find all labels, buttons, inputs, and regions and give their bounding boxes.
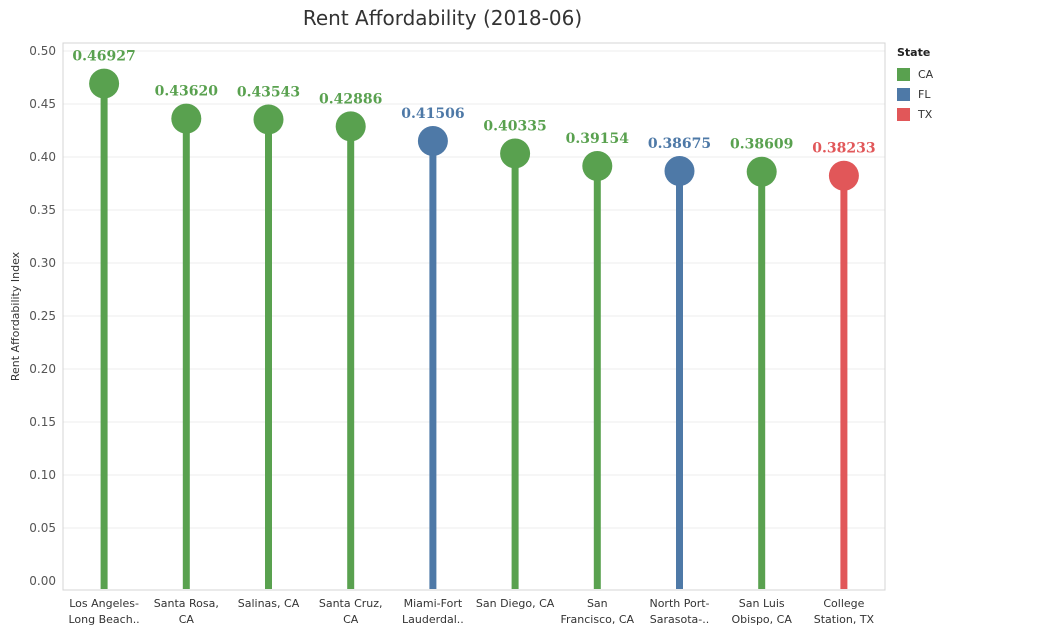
lollipop-dot[interactable] — [253, 104, 284, 135]
lollipop-dot[interactable] — [171, 103, 202, 134]
x-category-label: Miami-Fort Lauderdal.. — [402, 597, 464, 626]
data-label: 0.39154 — [566, 131, 630, 147]
legend-swatch — [897, 107, 910, 121]
data-label: 0.38675 — [648, 136, 711, 152]
legend-title: State — [897, 46, 931, 59]
x-category-label: San Francisco, CA — [561, 597, 635, 626]
lollipop-dot[interactable] — [500, 138, 531, 169]
x-category-label: Salinas, CA — [238, 597, 300, 610]
y-tick-label: 0.30 — [29, 256, 56, 270]
x-category-label: Los Angeles-Long Beach.. — [69, 597, 140, 626]
lollipop-dot[interactable] — [746, 156, 777, 187]
data-label: 0.40335 — [483, 118, 546, 134]
y-tick-label: 0.35 — [29, 203, 56, 217]
y-tick-label: 0.15 — [29, 415, 56, 429]
lollipop-dot[interactable] — [89, 68, 120, 99]
lollipop-dot[interactable] — [335, 111, 366, 142]
legend: State CA FL TX — [897, 46, 933, 124]
x-category-label: Santa Rosa, CA — [154, 597, 219, 626]
plot-frame — [62, 42, 886, 591]
legend-item[interactable]: FL — [897, 84, 933, 104]
lollipop-dot[interactable] — [417, 126, 448, 157]
x-category-label: San Diego, CA — [476, 597, 555, 610]
legend-swatch — [897, 67, 910, 81]
lollipop-dot[interactable] — [664, 156, 695, 187]
data-label: 0.38609 — [730, 137, 793, 153]
y-tick-label: 0.45 — [29, 97, 56, 111]
y-tick-label: 0.25 — [29, 309, 56, 323]
y-tick-label: 0.20 — [29, 362, 56, 376]
data-label: 0.43620 — [155, 84, 219, 100]
y-tick-label: 0.00 — [29, 574, 56, 588]
chart-marks — [89, 68, 859, 589]
y-tick-label: 0.50 — [29, 44, 56, 58]
y-axis-title: Rent Affordability Index — [9, 251, 22, 381]
data-label: 0.43543 — [237, 84, 300, 100]
x-category-label: College Station, TX — [814, 597, 875, 626]
chart-title: Rent Affordability (2018-06) — [302, 6, 583, 30]
axes: 0.00 0.05 0.10 0.15 0.20 0.25 0.30 0.35 0.40 0.45… — [9, 42, 886, 591]
data-label: 0.41506 — [401, 106, 464, 122]
legend-label: CA — [918, 67, 934, 81]
x-category-label: San Luis Obispo, CA — [732, 597, 793, 626]
data-label: 0.46927 — [72, 49, 135, 65]
chart-labels: 0.46927 Los Angeles-Long Beach.. 0.43620 Sa… — [69, 49, 876, 626]
lollipop-dot[interactable] — [828, 160, 859, 191]
legend-swatch — [897, 87, 910, 101]
data-label: 0.38233 — [812, 141, 875, 157]
x-category-label: North Port-Sarasota-.. — [649, 597, 709, 626]
y-tick-label: 0.10 — [29, 468, 56, 482]
y-tick-label: 0.40 — [29, 150, 56, 164]
gridlines — [63, 50, 885, 529]
y-tick-label: 0.05 — [29, 521, 56, 535]
legend-item[interactable]: TX — [897, 104, 933, 124]
legend-label: FL — [918, 87, 931, 101]
x-category-label: Santa Cruz, CA — [319, 597, 383, 626]
legend-item[interactable]: CA — [897, 64, 933, 84]
lollipop-dot[interactable] — [582, 150, 613, 181]
data-label: 0.42886 — [319, 91, 382, 107]
legend-label: TX — [918, 107, 933, 121]
